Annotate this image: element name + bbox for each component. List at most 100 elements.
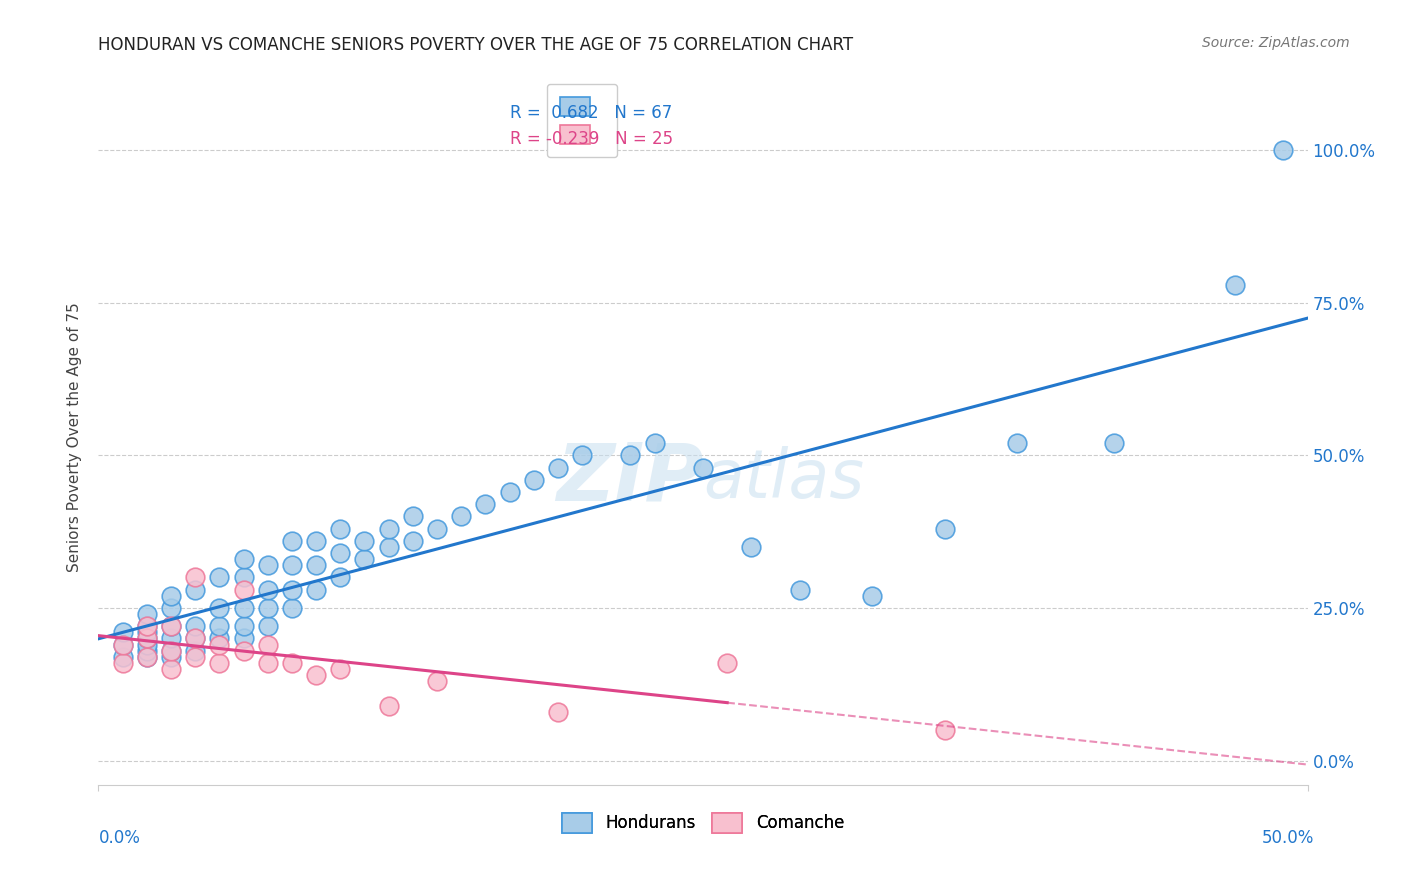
Point	[329, 662, 352, 676]
Point	[232, 552, 254, 566]
Point	[184, 649, 207, 664]
Point	[160, 601, 183, 615]
Point	[256, 638, 278, 652]
Point	[450, 509, 472, 524]
Text: ZIP: ZIP	[555, 440, 703, 518]
Point	[135, 638, 157, 652]
Point	[305, 533, 328, 548]
Point	[305, 582, 328, 597]
Point	[135, 649, 157, 664]
Point	[208, 632, 231, 646]
Point	[160, 632, 183, 646]
Point	[135, 607, 157, 621]
Point	[135, 643, 157, 657]
Point	[716, 656, 738, 670]
Point	[305, 668, 328, 682]
Point	[1223, 277, 1246, 292]
Point	[208, 638, 231, 652]
Point	[160, 619, 183, 633]
Point	[571, 449, 593, 463]
Point	[135, 619, 157, 633]
Point	[377, 540, 399, 554]
Point	[135, 632, 157, 646]
Point	[281, 601, 304, 615]
Point	[644, 436, 666, 450]
Point	[232, 582, 254, 597]
Point	[860, 589, 883, 603]
Point	[160, 649, 183, 664]
Point	[160, 619, 183, 633]
Point	[232, 570, 254, 584]
Point	[160, 643, 183, 657]
Point	[184, 582, 207, 597]
Point	[208, 656, 231, 670]
Point	[135, 649, 157, 664]
Point	[934, 522, 956, 536]
Point	[329, 570, 352, 584]
Point	[353, 533, 375, 548]
Point	[256, 601, 278, 615]
Point	[111, 625, 134, 640]
Legend: Hondurans, Comanche: Hondurans, Comanche	[555, 806, 851, 839]
Point	[184, 643, 207, 657]
Point	[377, 522, 399, 536]
Point	[232, 619, 254, 633]
Point	[402, 533, 425, 548]
Point	[256, 582, 278, 597]
Point	[474, 497, 496, 511]
Point	[160, 662, 183, 676]
Point	[184, 632, 207, 646]
Point	[619, 449, 641, 463]
Point	[184, 570, 207, 584]
Point	[426, 522, 449, 536]
Point	[256, 558, 278, 573]
Point	[160, 643, 183, 657]
Point	[547, 705, 569, 719]
Point	[1272, 143, 1295, 157]
Point	[111, 638, 134, 652]
Text: HONDURAN VS COMANCHE SENIORS POVERTY OVER THE AGE OF 75 CORRELATION CHART: HONDURAN VS COMANCHE SENIORS POVERTY OVE…	[98, 36, 853, 54]
Point	[111, 649, 134, 664]
Point	[135, 619, 157, 633]
Point	[329, 546, 352, 560]
Point	[232, 632, 254, 646]
Text: 0.0%: 0.0%	[98, 830, 141, 847]
Point	[402, 509, 425, 524]
Text: R =  0.682   N = 67: R = 0.682 N = 67	[509, 103, 672, 122]
Point	[934, 723, 956, 737]
Point	[184, 632, 207, 646]
Text: atlas: atlas	[703, 446, 865, 512]
Point	[111, 638, 134, 652]
Point	[1007, 436, 1029, 450]
Point	[523, 473, 546, 487]
Point	[692, 460, 714, 475]
Point	[1102, 436, 1125, 450]
Point	[377, 698, 399, 713]
Point	[305, 558, 328, 573]
Point	[232, 643, 254, 657]
Point	[135, 632, 157, 646]
Point	[160, 589, 183, 603]
Point	[208, 570, 231, 584]
Point	[111, 656, 134, 670]
Point	[789, 582, 811, 597]
Text: Source: ZipAtlas.com: Source: ZipAtlas.com	[1202, 36, 1350, 50]
Point	[740, 540, 762, 554]
Point	[256, 656, 278, 670]
Point	[232, 601, 254, 615]
Text: R = -0.239   N = 25: R = -0.239 N = 25	[509, 130, 672, 148]
Point	[498, 485, 520, 500]
Point	[281, 656, 304, 670]
Text: 50.0%: 50.0%	[1263, 830, 1315, 847]
Point	[329, 522, 352, 536]
Point	[208, 601, 231, 615]
Y-axis label: Seniors Poverty Over the Age of 75: Seniors Poverty Over the Age of 75	[67, 302, 83, 572]
Point	[547, 460, 569, 475]
Point	[353, 552, 375, 566]
Point	[184, 619, 207, 633]
Point	[281, 582, 304, 597]
Point	[281, 558, 304, 573]
Point	[135, 625, 157, 640]
Point	[426, 674, 449, 689]
Point	[281, 533, 304, 548]
